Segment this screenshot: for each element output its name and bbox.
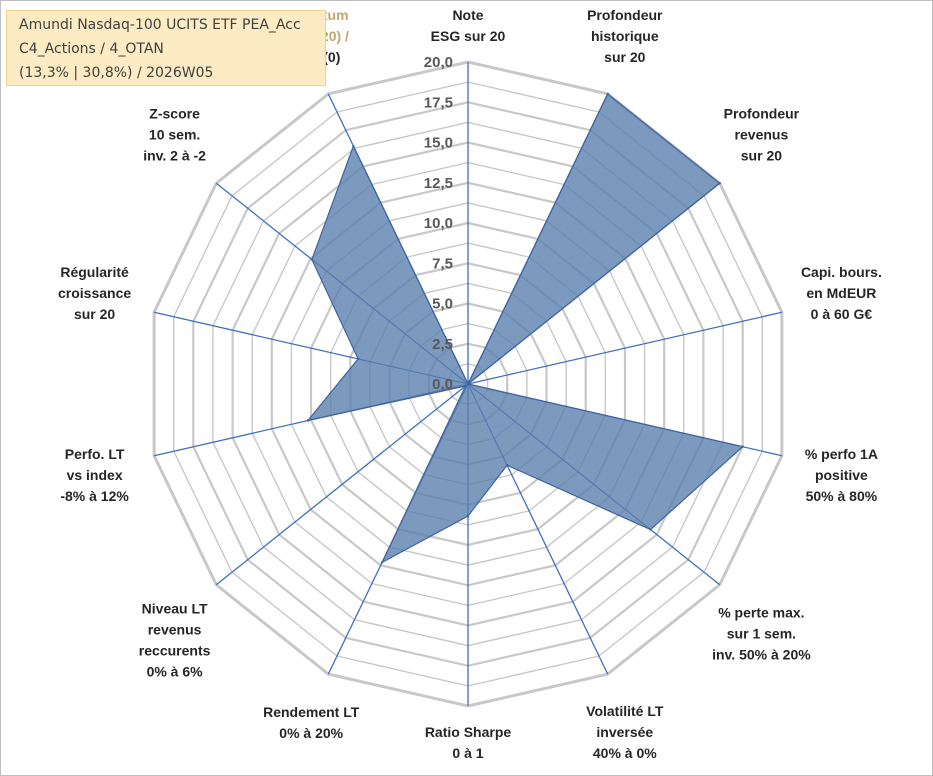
data-point	[466, 382, 470, 386]
axis-label: Rendement LT 0% à 20%	[263, 704, 360, 741]
axis-label: Capi. bours. en MdEUR 0 à 60 G€	[801, 264, 882, 322]
data-point	[352, 144, 355, 148]
tick-label: 17,5	[424, 94, 453, 111]
data-point	[466, 514, 470, 518]
data-point	[380, 561, 384, 564]
tick-label: 5,0	[432, 296, 453, 313]
axis-label: Ratio Sharpe 0 à 1	[425, 724, 512, 761]
tick-label: 20,0	[424, 54, 453, 71]
fund-info-box: Amundi Nasdaq-100 UCITS ETF PEA_Acc C4_A…	[6, 10, 326, 86]
tick-label: 2,5	[432, 336, 453, 353]
fund-period: (13,3% | 30,8%) / 2026W05	[19, 65, 214, 81]
data-point	[505, 464, 509, 467]
axis-label: Profondeur revenus sur 20	[724, 105, 800, 163]
tick-label: 7,5	[432, 255, 453, 272]
axis-spoke	[467, 311, 783, 385]
axis-label: Note ESG sur 20	[431, 7, 506, 44]
fund-name: Amundi Nasdaq-100 UCITS ETF PEA_Acc	[19, 17, 301, 33]
tick-label: 10,0	[424, 215, 453, 232]
axis-label: Régularité croissance sur 20	[58, 264, 131, 322]
axis-spoke	[215, 383, 469, 586]
axis-label: % perfo 1A positive 50% à 80%	[805, 446, 878, 504]
axis-label: % perte max. sur 1 sem. inv. 50% à 20%	[712, 605, 811, 663]
data-point	[718, 182, 721, 185]
tick-label: 15,0	[424, 135, 453, 152]
radial-tick-labels: 0,0 2,5 5,0 7,5 10,0 12,5 15,0 17,5 20,0	[424, 54, 453, 393]
tick-label: 0,0	[432, 376, 453, 393]
data-point	[356, 357, 360, 361]
fund-category: C4_Actions / 4_OTAN	[19, 41, 164, 57]
data-point	[741, 445, 744, 448]
axis-label: Volatilité LT inversée 40% à 0%	[586, 703, 664, 761]
data-point	[649, 528, 652, 531]
data-point	[606, 92, 609, 96]
axis-label: Niveau LT revenus reccurents 0% à 6%	[139, 601, 211, 680]
data-point	[306, 419, 310, 422]
tick-label: 12,5	[424, 175, 453, 192]
radar-series	[306, 92, 744, 564]
data-point	[464, 384, 467, 388]
axis-label: Profondeur historique sur 20	[587, 7, 663, 65]
data-point	[310, 258, 314, 261]
axis-label: Perfo. LT vs index -8% à 12%	[60, 446, 129, 504]
axis-label: Z-score 10 sem. inv. 2 à -2	[143, 105, 206, 163]
